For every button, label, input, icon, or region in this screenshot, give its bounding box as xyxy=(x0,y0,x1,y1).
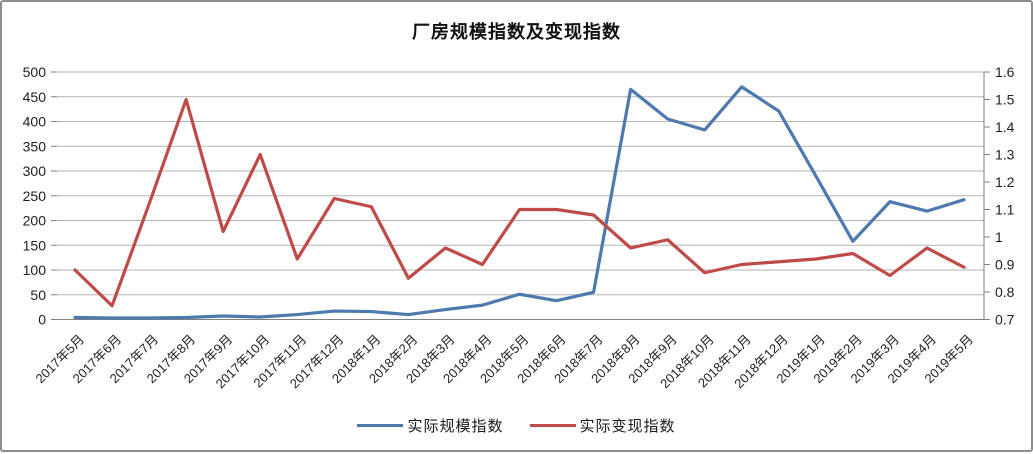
legend-item-realization-index: 实际变现指数 xyxy=(529,415,676,436)
left-axis-tick-label: 450 xyxy=(23,89,47,105)
realization-index-line-swatch xyxy=(529,424,576,427)
right-axis-tick-label: 0.8 xyxy=(995,284,1015,300)
chart-title: 厂房规模指数及变现指数 xyxy=(412,22,621,42)
legend-item-scale-index: 实际规模指数 xyxy=(357,415,503,436)
series-0-line xyxy=(73,85,966,320)
right-axis-tick-label: 1.2 xyxy=(995,174,1015,190)
left-axis-tick-label: 200 xyxy=(23,213,47,229)
left-axis-tick-label: 400 xyxy=(23,114,47,130)
left-axis-tick-label: 300 xyxy=(23,163,47,179)
right-axis-tick-label: 1.6 xyxy=(995,64,1015,80)
left-axis-tick-label: 350 xyxy=(23,138,47,154)
left-axis-tick-label: 500 xyxy=(23,64,47,80)
left-axis-tick-label: 250 xyxy=(23,188,47,204)
right-axis-tick-label: 1 xyxy=(995,229,1003,245)
right-axis-tick-label: 0.7 xyxy=(995,312,1015,328)
left-axis-tick-label: 150 xyxy=(23,237,47,253)
right-axis-tick-label: 1.4 xyxy=(995,119,1015,135)
left-axis-tick-label: 0 xyxy=(38,312,46,328)
scale-index-legend-label: 实际规模指数 xyxy=(407,418,504,435)
left-axis-tick-label: 50 xyxy=(30,287,46,303)
right-axis-tick-label: 1.5 xyxy=(995,92,1015,108)
realization-index-legend-label: 实际变现指数 xyxy=(579,418,676,435)
right-axis-tick-label: 0.9 xyxy=(995,257,1015,273)
right-axis-tick-label: 1.1 xyxy=(995,202,1015,218)
scale-index-line-swatch xyxy=(357,424,404,427)
left-axis-tick-label: 100 xyxy=(23,262,47,278)
legend: 实际规模指数 实际变现指数 xyxy=(2,415,1031,436)
series-1-line xyxy=(73,97,966,308)
right-axis-tick-label: 1.3 xyxy=(995,147,1015,163)
